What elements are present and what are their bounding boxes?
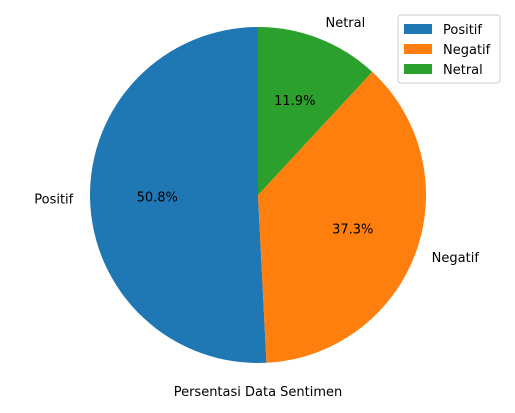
legend-entries: Positif Negatif Netral — [404, 23, 491, 78]
legend-label-positif: Positif — [443, 23, 482, 38]
x-axis-label: Persentasi Data Sentimen — [174, 385, 343, 400]
pie-slices — [89, 27, 426, 363]
pie-slice-negatif — [258, 71, 426, 363]
percent-label-positif: 50.8% — [137, 191, 178, 206]
slice-label-negatif: Negatif — [432, 251, 480, 266]
pie-slice-netral — [258, 27, 373, 195]
legend-label-negatif: Negatif — [443, 43, 491, 58]
slice-labels: Positif Negatif Netral — [34, 16, 479, 266]
percent-label-negatif: 37.3% — [332, 222, 373, 237]
pie-slice-positif — [89, 27, 267, 363]
legend-label-netral: Netral — [443, 63, 483, 78]
percent-labels: 50.8% 37.3% 11.9% — [137, 94, 374, 237]
legend-swatch-negatif — [404, 44, 432, 54]
slice-label-positif: Positif — [34, 193, 73, 208]
legend-swatch-netral — [404, 64, 432, 74]
legend-swatch-positif — [404, 24, 432, 34]
legend: Positif Negatif Netral — [397, 14, 501, 84]
percent-label-netral: 11.9% — [274, 94, 315, 109]
slice-label-netral: Netral — [325, 16, 365, 31]
